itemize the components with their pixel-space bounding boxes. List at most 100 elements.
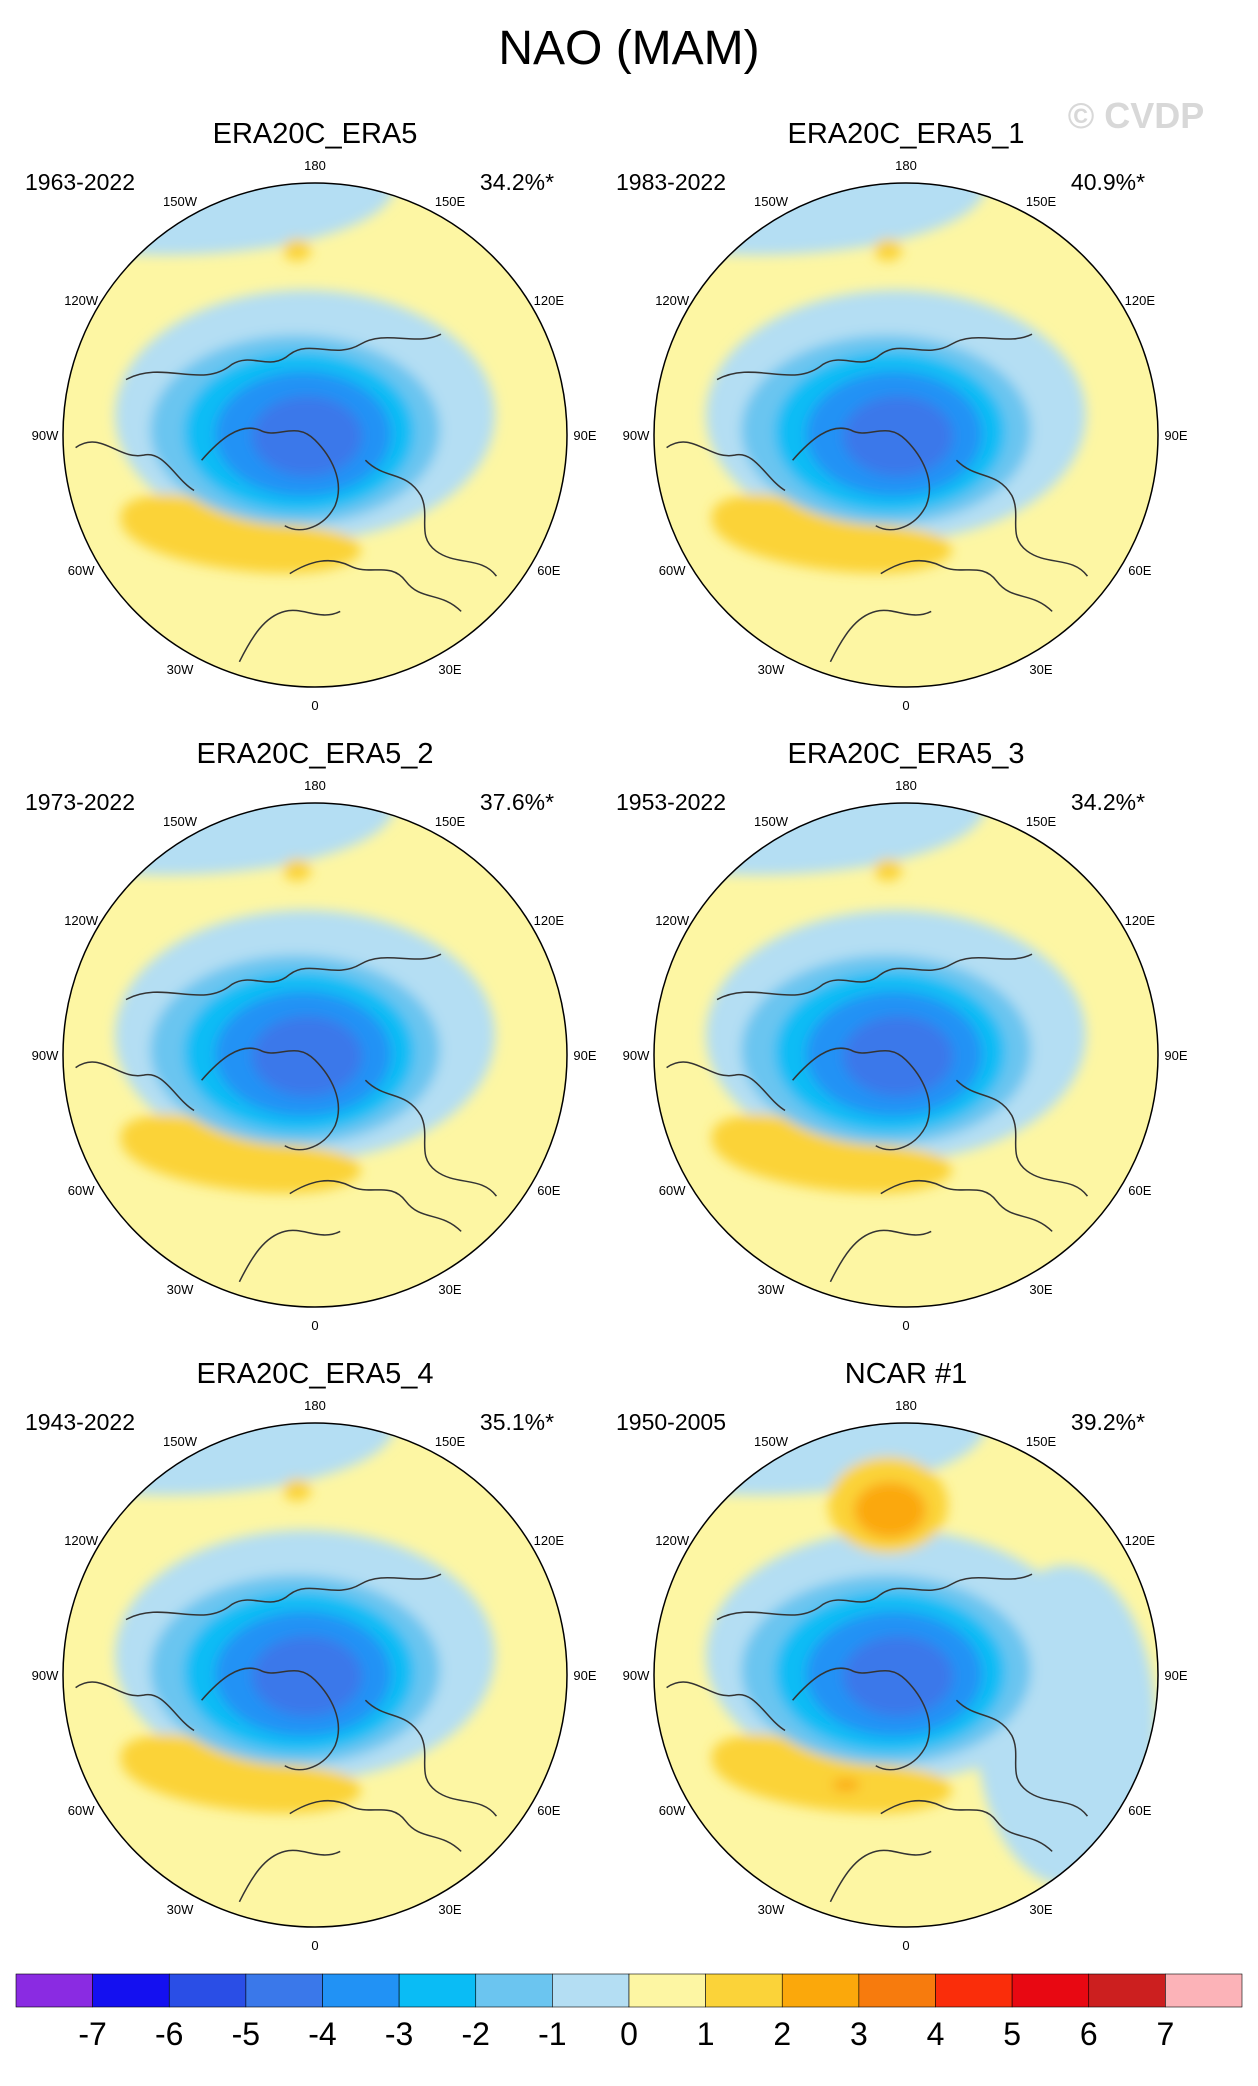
colorbar-bin: [322, 1973, 400, 2008]
coastline: [880, 1799, 1053, 1852]
colorbar-bin: [1088, 1973, 1166, 2008]
lon-label: 30W: [167, 662, 194, 677]
coastline: [289, 1799, 462, 1852]
colorbar-bin: [15, 1973, 93, 2008]
coastline: [716, 953, 1033, 1001]
panel-title: NCAR #1: [845, 1358, 968, 1390]
colorbar-tick-label: -5: [232, 2016, 260, 2052]
contour-pos2-atlantic: [832, 1779, 860, 1791]
lon-label: 60W: [659, 563, 686, 578]
colorbar-tick-label: -6: [155, 2016, 183, 2052]
contour-pos1-pacific: [874, 858, 902, 882]
panel-variance: 37.6%*: [480, 789, 554, 815]
coastline: [238, 609, 341, 663]
lon-label: 30W: [758, 1902, 785, 1917]
coastline: [75, 441, 195, 492]
figure-title: NAO (MAM): [498, 22, 759, 75]
lon-label: 180: [304, 1398, 326, 1413]
coastline: [289, 1179, 462, 1232]
lon-label: 150W: [754, 1434, 789, 1449]
lon-label: 30E: [438, 1902, 461, 1917]
colorbar-bin: [935, 1973, 1013, 2008]
lon-label: 60W: [659, 1803, 686, 1818]
lon-label: 120W: [655, 293, 690, 308]
lon-label: 60W: [659, 1183, 686, 1198]
map-outline: [653, 182, 1159, 688]
colorbar-tick-label: 6: [1080, 2016, 1098, 2052]
panel-variance: 34.2%*: [480, 169, 554, 195]
map-outline: [653, 1422, 1159, 1928]
panel: ERA20C_ERA5_2 1973-2022 37.6%* 180 150E 120E 9…: [25, 738, 597, 1333]
lon-label: 0: [311, 1938, 318, 1953]
lon-label: 0: [902, 1318, 909, 1333]
contour-pos2: [854, 1482, 926, 1538]
panel: ERA20C_ERA5_1 1983-2022 40.9%* 180 150E 120E 9…: [616, 118, 1188, 713]
lon-label: 90W: [32, 1048, 59, 1063]
coastline: [880, 559, 1053, 612]
colorbar-tick-label: -7: [78, 2016, 106, 2052]
lon-label: 30E: [438, 1282, 461, 1297]
colorbar-bin: [858, 1973, 936, 2008]
colorbar-tick-label: -2: [462, 2016, 490, 2052]
lon-label: 90E: [573, 1048, 596, 1063]
cvdp-watermark: © CVDP: [1068, 95, 1205, 136]
lon-label: 150W: [754, 194, 789, 209]
colorbar-bin: [705, 1973, 783, 2008]
lon-label: 90W: [623, 1668, 650, 1683]
coastline: [238, 1849, 341, 1903]
colorbar-bin: [92, 1973, 170, 2008]
coastline: [201, 427, 340, 531]
lon-label: 90W: [623, 428, 650, 443]
colorbar-tick-label: 4: [927, 2016, 945, 2052]
coastline: [955, 1699, 1089, 1817]
lon-label: 90E: [1164, 1048, 1187, 1063]
coastline: [829, 609, 932, 663]
coastline: [666, 441, 786, 492]
lon-label: 60E: [1128, 1803, 1151, 1818]
lon-label: 120E: [534, 913, 565, 928]
coastline: [829, 1849, 932, 1903]
panel-years: 1983-2022: [616, 169, 726, 195]
lon-label: 60E: [1128, 563, 1151, 578]
colorbar-tick-label: 5: [1003, 2016, 1021, 2052]
lon-label: 150W: [163, 1434, 198, 1449]
lon-label: 60W: [68, 563, 95, 578]
coastline: [364, 1079, 498, 1197]
map-outline: [62, 1422, 568, 1928]
coastline: [666, 1061, 786, 1112]
coastline: [201, 1047, 340, 1151]
contour-pos1-pacific: [283, 858, 311, 882]
lon-label: 30E: [1029, 1282, 1052, 1297]
contour-core: [252, 396, 362, 476]
lon-label: 180: [304, 158, 326, 173]
contour-core: [843, 396, 953, 476]
coastline: [75, 1061, 195, 1112]
contour-pos1-pacific: [283, 1478, 311, 1502]
lon-label: 150E: [435, 194, 466, 209]
coastline: [792, 1667, 931, 1771]
colorbar-bin: [475, 1973, 553, 2008]
coastline: [792, 427, 931, 531]
lon-label: 150W: [163, 194, 198, 209]
lon-label: 120W: [655, 913, 690, 928]
panel-years: 1973-2022: [25, 789, 135, 815]
panel-title: ERA20C_ERA5_3: [788, 738, 1025, 770]
coastline: [289, 559, 462, 612]
colorbar-bin: [552, 1973, 630, 2008]
panel-variance: 34.2%*: [1071, 789, 1145, 815]
colorbar-bin: [781, 1973, 860, 2008]
panel-years: 1943-2022: [25, 1409, 135, 1435]
colorbar-bin: [1011, 1973, 1090, 2008]
lon-label: 30E: [1029, 1902, 1052, 1917]
contour-core: [252, 1016, 362, 1096]
lon-label: 0: [902, 1938, 909, 1953]
lon-label: 120E: [534, 1533, 565, 1548]
contour-pos1: [120, 1114, 361, 1194]
lon-label: 30W: [758, 662, 785, 677]
contour-pos1: [711, 1114, 952, 1194]
colorbar-tick-label: 3: [850, 2016, 868, 2052]
lon-label: 90W: [32, 428, 59, 443]
panel: ERA20C_ERA5_3 1953-2022 34.2%* 180 150E 120E 9…: [616, 738, 1188, 1333]
panel-title: ERA20C_ERA5_4: [197, 1358, 434, 1390]
